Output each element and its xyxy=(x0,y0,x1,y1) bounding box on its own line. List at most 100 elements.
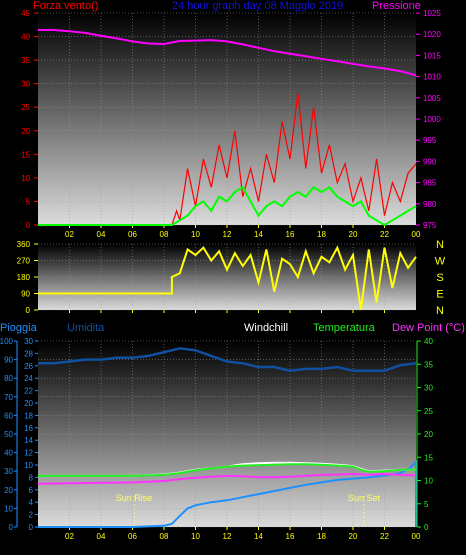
time-tick-label: 14 xyxy=(254,532,263,541)
rain-tick-label: 20 xyxy=(24,399,33,408)
direction-tick-label: 180 xyxy=(17,273,31,282)
humidity-tick-label: 40 xyxy=(4,449,13,458)
humidity-legend-label: Umidita xyxy=(67,322,105,334)
pressure-axis-label: Pressione xyxy=(372,0,421,12)
temperature-legend-label: Temperatura xyxy=(313,322,376,334)
humidity-tick-label: 80 xyxy=(4,374,13,383)
dewpoint-legend-label: Dew Point (°C) xyxy=(392,322,465,334)
wind-speed-tick-label: 45 xyxy=(21,9,30,18)
time-tick-label: 18 xyxy=(317,230,326,239)
time-tick-label: 04 xyxy=(97,230,106,239)
humidity-tick-label: 90 xyxy=(4,356,13,365)
rain-tick-label: 8 xyxy=(29,473,34,482)
time-tick-label: 06 xyxy=(128,532,137,541)
direction-tick-label: 0 xyxy=(26,306,31,315)
direction-series-group xyxy=(38,245,417,311)
time-tick-label: 02 xyxy=(65,230,74,239)
pressure-tick-label: 990 xyxy=(423,157,437,166)
temperature-tick-label: 40 xyxy=(424,337,433,346)
time-tick-label: 20 xyxy=(349,532,358,541)
rain-tick-label: 4 xyxy=(29,498,34,507)
humidity-tick-label: 20 xyxy=(4,486,13,495)
direction-grid xyxy=(38,243,416,313)
compass-tick-label: N xyxy=(436,305,444,317)
time-tick-label: 22 xyxy=(380,532,389,541)
pressure-tick-label: 985 xyxy=(423,179,437,188)
rain-tick-label: 24 xyxy=(24,374,33,383)
temperature-tick-label: 35 xyxy=(424,360,433,369)
temperature-tick-label: 25 xyxy=(424,407,433,416)
rain-tick-label: 10 xyxy=(24,461,33,470)
wind-time-axis: 02 04 06 08 10 12 14 16 18 20 22 00 xyxy=(65,230,421,239)
time-tick-label: 04 xyxy=(97,532,106,541)
rain-tick-label: 26 xyxy=(24,362,33,371)
compass-tick-label: W xyxy=(435,256,446,268)
wind-speed-tick-label: 40 xyxy=(21,33,30,42)
temperature-tick-label: 20 xyxy=(424,430,433,439)
time-tick-label: 08 xyxy=(160,532,169,541)
humidity-axis: 0 10 20 30 40 50 60 70 80 90 100 xyxy=(0,337,18,532)
wind-series-group xyxy=(38,29,417,227)
humidity-tick-label: 70 xyxy=(4,393,13,402)
temperature-tick-label: 5 xyxy=(424,500,429,509)
temperature-tick-label: 15 xyxy=(424,453,433,462)
time-tick-label: 16 xyxy=(286,532,295,541)
pressure-tick-label: 1015 xyxy=(423,51,441,60)
rain-tick-label: 16 xyxy=(24,424,33,433)
time-tick-label: 12 xyxy=(223,532,232,541)
pressure-tick-label: 1005 xyxy=(423,94,441,103)
pressure-axis: 975 980 985 990 995 1000 1005 1010 1015 1020 1025 xyxy=(416,9,441,230)
rain-tick-label: 30 xyxy=(24,337,33,346)
humidity-tick-label: 30 xyxy=(4,467,13,476)
direction-tick-label: 90 xyxy=(21,290,30,299)
time-tick-label: 10 xyxy=(191,532,200,541)
time-tick-label: 20 xyxy=(349,230,358,239)
wind-speed-tick-label: 5 xyxy=(26,197,31,206)
compass-tick-label: S xyxy=(436,272,443,284)
temperature-line xyxy=(38,463,416,477)
pressure-tick-label: 1010 xyxy=(423,73,441,82)
time-tick-label: 18 xyxy=(317,532,326,541)
pressure-tick-label: 1000 xyxy=(423,115,441,124)
pressure-tick-label: 1025 xyxy=(423,9,441,18)
temp-time-axis: 02 04 06 08 10 12 14 16 18 20 22 00 xyxy=(65,532,421,541)
wind-speed-line xyxy=(38,93,417,226)
sun-markers: Sun Rise Sun Set xyxy=(116,493,381,527)
humidity-tick-label: 60 xyxy=(4,411,13,420)
temperature-tick-label: 0 xyxy=(424,523,429,532)
wind-speed-tick-label: 15 xyxy=(21,150,30,159)
wind-speed-axis: 0 5 10 15 20 25 30 35 40 45 xyxy=(21,9,38,230)
temperature-tick-label: 10 xyxy=(424,477,433,486)
time-tick-label: 14 xyxy=(254,230,263,239)
compass-tick-label: N xyxy=(436,239,444,251)
wind-speed-tick-label: 20 xyxy=(21,127,30,136)
time-tick-label: 16 xyxy=(286,230,295,239)
rain-tick-label: 12 xyxy=(24,449,33,458)
rain-tick-label: 6 xyxy=(29,486,34,495)
rain-tick-label: 2 xyxy=(29,511,34,520)
rain-tick-label: 22 xyxy=(24,387,33,396)
temp-series-group xyxy=(37,347,417,528)
pressure-tick-label: 1020 xyxy=(423,30,441,39)
compass-tick-label: E xyxy=(436,289,443,301)
rain-line xyxy=(38,459,417,528)
humidity-tick-label: 100 xyxy=(0,337,14,346)
sun-marker-label: Sun Set xyxy=(348,493,381,503)
time-tick-label: 00 xyxy=(412,532,421,541)
time-tick-label: 12 xyxy=(223,230,232,239)
time-tick-label: 06 xyxy=(128,230,137,239)
humidity-line xyxy=(38,347,417,373)
chart-title: 24 hour graph day 08 Maggio 2019 xyxy=(172,0,343,12)
time-tick-label: 10 xyxy=(191,230,200,239)
time-tick-label: 02 xyxy=(65,532,74,541)
direction-degrees-axis: 0 90 180 270 360 xyxy=(17,240,38,315)
humidity-tick-label: 50 xyxy=(4,430,13,439)
time-tick-label: 08 xyxy=(160,230,169,239)
pressure-tick-label: 975 xyxy=(423,221,437,230)
rain-tick-label: 14 xyxy=(24,436,33,445)
direction-tick-label: 360 xyxy=(17,240,31,249)
time-tick-label: 00 xyxy=(412,230,421,239)
